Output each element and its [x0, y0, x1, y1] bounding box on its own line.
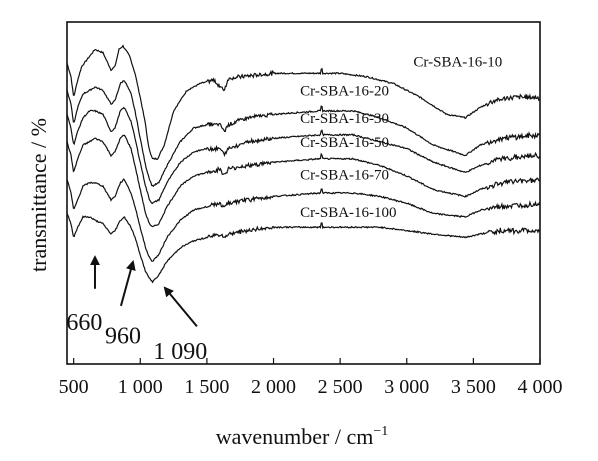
x-tick-label: 500	[59, 376, 89, 398]
x-tick-label: 2 500	[318, 376, 363, 398]
x-ticks: 500 1 000 1 500 2 000 2 500 3 000 3 500 4 000	[59, 358, 563, 398]
series-line-5	[66, 178, 541, 262]
series-label: Cr-SBA-16-30	[300, 111, 389, 127]
x-tick-label: 4 000	[518, 376, 563, 398]
series-line-4	[66, 134, 540, 228]
series-label: Cr-SBA-16-20	[300, 84, 389, 100]
series-label: Cr-SBA-16-10	[413, 54, 502, 70]
series-line-1	[66, 44, 541, 161]
x-axis-title: wavenumber / cm−1	[216, 424, 389, 449]
series-group	[66, 44, 541, 284]
plot-frame	[66, 21, 541, 365]
annotation-label: 960	[105, 323, 141, 349]
x-tick-label: 1 500	[184, 376, 229, 398]
x-tick-label: 3 500	[451, 376, 496, 398]
series-labels: Cr-SBA-16-10 Cr-SBA-16-20 Cr-SBA-16-30 Cr-S…	[300, 54, 502, 220]
series-line-2	[66, 80, 540, 188]
series-line-6	[66, 213, 541, 284]
x-tick-label: 1 000	[118, 376, 163, 398]
annotation-label: 1 090	[153, 339, 207, 365]
x-tick-label: 3 000	[384, 376, 429, 398]
annotation-label: 660	[66, 310, 102, 336]
y-axis-title: transmittance / %	[26, 118, 51, 272]
series-label: Cr-SBA-16-50	[300, 135, 389, 151]
annotation-arrow	[119, 260, 136, 307]
series-label: Cr-SBA-16-100	[300, 205, 396, 221]
x-tick-label: 2 000	[251, 376, 296, 398]
series-label: Cr-SBA-16-70	[300, 167, 389, 183]
annotation-arrow	[163, 286, 198, 328]
series-line-3	[66, 106, 541, 205]
